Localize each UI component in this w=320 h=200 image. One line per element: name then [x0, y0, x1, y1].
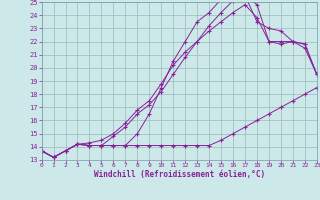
X-axis label: Windchill (Refroidissement éolien,°C): Windchill (Refroidissement éolien,°C) [94, 170, 265, 179]
